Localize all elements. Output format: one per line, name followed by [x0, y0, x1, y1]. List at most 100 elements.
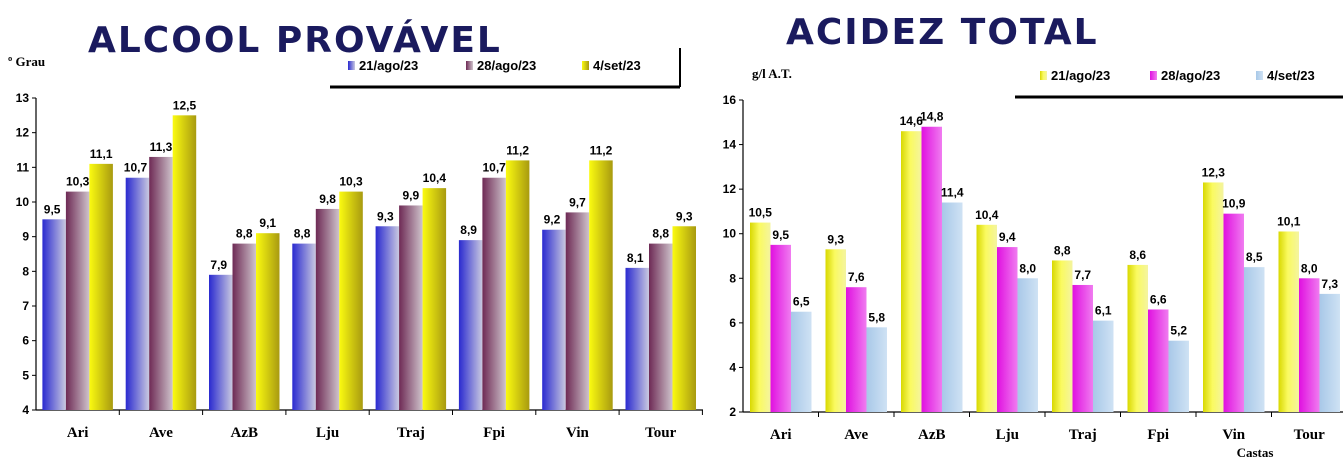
bar: [770, 244, 791, 412]
y-axis-label: º Grau: [8, 54, 45, 69]
data-label: 12,3: [1202, 165, 1226, 179]
data-label: 6,1: [1095, 304, 1112, 318]
y-tick-label: 12: [723, 182, 737, 196]
chart-acidez: ACIDEZ TOTAL g/l A.T. 21/ago/23 28/ago/23…: [723, 12, 1343, 459]
data-label: 10,9: [1222, 197, 1246, 211]
data-label: 10,4: [975, 208, 999, 222]
bar: [866, 327, 887, 412]
data-label: 11,2: [590, 143, 613, 157]
bar: [1278, 231, 1299, 412]
data-label: 8,8: [236, 227, 253, 241]
y-tick-label: 5: [22, 368, 29, 382]
legend-label: 4/set/23: [593, 58, 641, 73]
data-label: 9,5: [772, 228, 789, 242]
category-label: Lju: [316, 425, 339, 441]
x-axis-label: Castas: [1237, 445, 1274, 459]
bar: [750, 222, 771, 412]
bar: [589, 160, 613, 410]
legend-swatch: [348, 61, 355, 70]
bar: [1052, 260, 1073, 412]
bar: [1203, 182, 1224, 412]
category-label: Ave: [844, 427, 868, 443]
bar: [172, 115, 197, 410]
bar: [901, 131, 922, 412]
data-label: 9,3: [676, 209, 693, 223]
legend-swatch: [582, 61, 589, 70]
y-axis-label: g/l A.T.: [752, 66, 792, 81]
y-tick-label: 6: [729, 316, 736, 330]
bar: [1093, 320, 1114, 412]
bar: [1244, 267, 1265, 412]
bar: [292, 243, 316, 410]
legend: 21/ago/23 28/ago/23 4/set/23: [1040, 68, 1315, 83]
category-label: Vin: [566, 425, 589, 441]
data-label: 8,8: [1054, 243, 1071, 257]
y-tick-label: 11: [16, 160, 29, 174]
category-label: Fpi: [483, 425, 505, 441]
data-label: 11,4: [941, 186, 964, 200]
bar: [997, 247, 1018, 412]
category-label: Traj: [1069, 427, 1097, 443]
data-label: 11,1: [90, 147, 113, 161]
category-label: Fpi: [1147, 427, 1169, 443]
legend-swatch: [1256, 71, 1263, 80]
bar: [976, 224, 997, 412]
category-label: Traj: [397, 425, 425, 441]
legend-label: 28/ago/23: [477, 58, 536, 73]
legend-label: 28/ago/23: [1161, 68, 1220, 83]
category-label: Ari: [67, 425, 89, 441]
bar: [625, 267, 649, 410]
bar: [149, 156, 173, 410]
bar: [232, 243, 256, 410]
bar: [565, 212, 590, 410]
data-label: 9,9: [403, 188, 420, 202]
data-label: 10,3: [66, 175, 90, 189]
data-label: 9,4: [999, 230, 1016, 244]
y-tick-label: 7: [22, 299, 29, 313]
y-tick-label: 10: [16, 195, 30, 209]
bar: [375, 226, 400, 410]
data-label: 11,3: [150, 140, 173, 154]
bar: [1299, 278, 1320, 412]
data-label: 6,6: [1150, 292, 1167, 306]
legend-label: 21/ago/23: [1051, 68, 1110, 83]
bar: [1223, 213, 1244, 412]
chart-alcool: ALCOOL PROVÁVEL º Grau 21/ago/23 28/ago/2…: [8, 19, 703, 441]
bar: [458, 240, 483, 410]
data-label: 11,2: [506, 143, 529, 157]
bar: [482, 177, 506, 410]
legend-swatch: [1040, 71, 1047, 80]
data-label: 10,1: [1277, 214, 1301, 228]
data-label: 14,8: [920, 110, 944, 124]
data-label: 8,6: [1129, 248, 1146, 262]
category-label: AzB: [231, 425, 259, 441]
bar: [846, 287, 867, 412]
plot-area: 456789101112139,510,311,1Ari10,711,312,5…: [16, 91, 703, 441]
legend-label: 4/set/23: [1267, 68, 1315, 83]
y-tick-label: 8: [729, 271, 736, 285]
data-label: 12,5: [173, 98, 197, 112]
bar: [1168, 340, 1189, 412]
bar: [339, 191, 363, 410]
data-label: 8,9: [460, 223, 477, 237]
bar: [649, 243, 673, 410]
y-tick-label: 4: [729, 360, 736, 374]
data-label: 9,3: [377, 209, 394, 223]
bar: [399, 205, 423, 410]
bar: [672, 226, 696, 410]
y-tick-label: 9: [22, 230, 29, 244]
data-label: 9,1: [259, 216, 276, 230]
data-label: 7,6: [848, 270, 865, 284]
category-label: Lju: [996, 427, 1019, 443]
bar: [125, 177, 150, 410]
data-label: 8,8: [652, 227, 669, 241]
y-tick-label: 2: [729, 405, 736, 419]
data-label: 7,7: [1074, 268, 1091, 282]
data-label: 9,2: [544, 213, 561, 227]
data-label: 9,7: [569, 195, 586, 209]
bar: [209, 274, 233, 410]
bar: [1127, 264, 1148, 412]
plot-area: 2 4 6 8 10 12 14 16 10,5 9,5 6,5 Ari 9,3 7,6 5,8 Ave 14,…: [723, 93, 1343, 443]
bar: [825, 249, 846, 412]
